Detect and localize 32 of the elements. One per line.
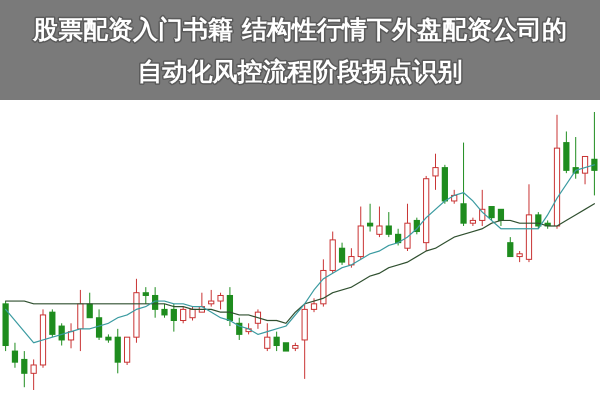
candlestick <box>58 322 65 346</box>
candlestick <box>30 358 37 390</box>
candlestick <box>488 206 495 221</box>
candlestick <box>516 250 523 263</box>
candlestick <box>376 206 383 238</box>
candlestick <box>12 342 18 368</box>
candlestick <box>96 308 102 340</box>
candlestick <box>217 292 224 310</box>
candlestick <box>49 308 56 338</box>
candlestick <box>274 331 280 352</box>
candlestick <box>86 292 93 318</box>
candlestick <box>236 317 242 340</box>
candlestick <box>591 112 598 196</box>
candlestick <box>264 322 270 352</box>
candlestick <box>180 306 186 324</box>
candlestick <box>142 286 149 304</box>
candlestick <box>451 189 458 204</box>
candlestick <box>21 350 28 388</box>
candlestick <box>208 289 214 308</box>
candlestick <box>338 242 346 266</box>
candlestick <box>498 208 504 226</box>
candlestick <box>310 298 318 313</box>
candlestick <box>386 212 392 238</box>
candlestick <box>366 203 374 232</box>
candlestick <box>479 189 486 226</box>
candlestick <box>161 303 168 318</box>
candlestick <box>170 303 177 332</box>
candlestick <box>432 153 439 190</box>
candlestick <box>254 308 262 330</box>
candlestick <box>507 236 514 258</box>
candlestick <box>460 142 467 226</box>
chart-title: 股票配资入门书籍 结构性行情下外盘配资公司的自动化风控流程阶段拐点识别 <box>32 15 567 86</box>
